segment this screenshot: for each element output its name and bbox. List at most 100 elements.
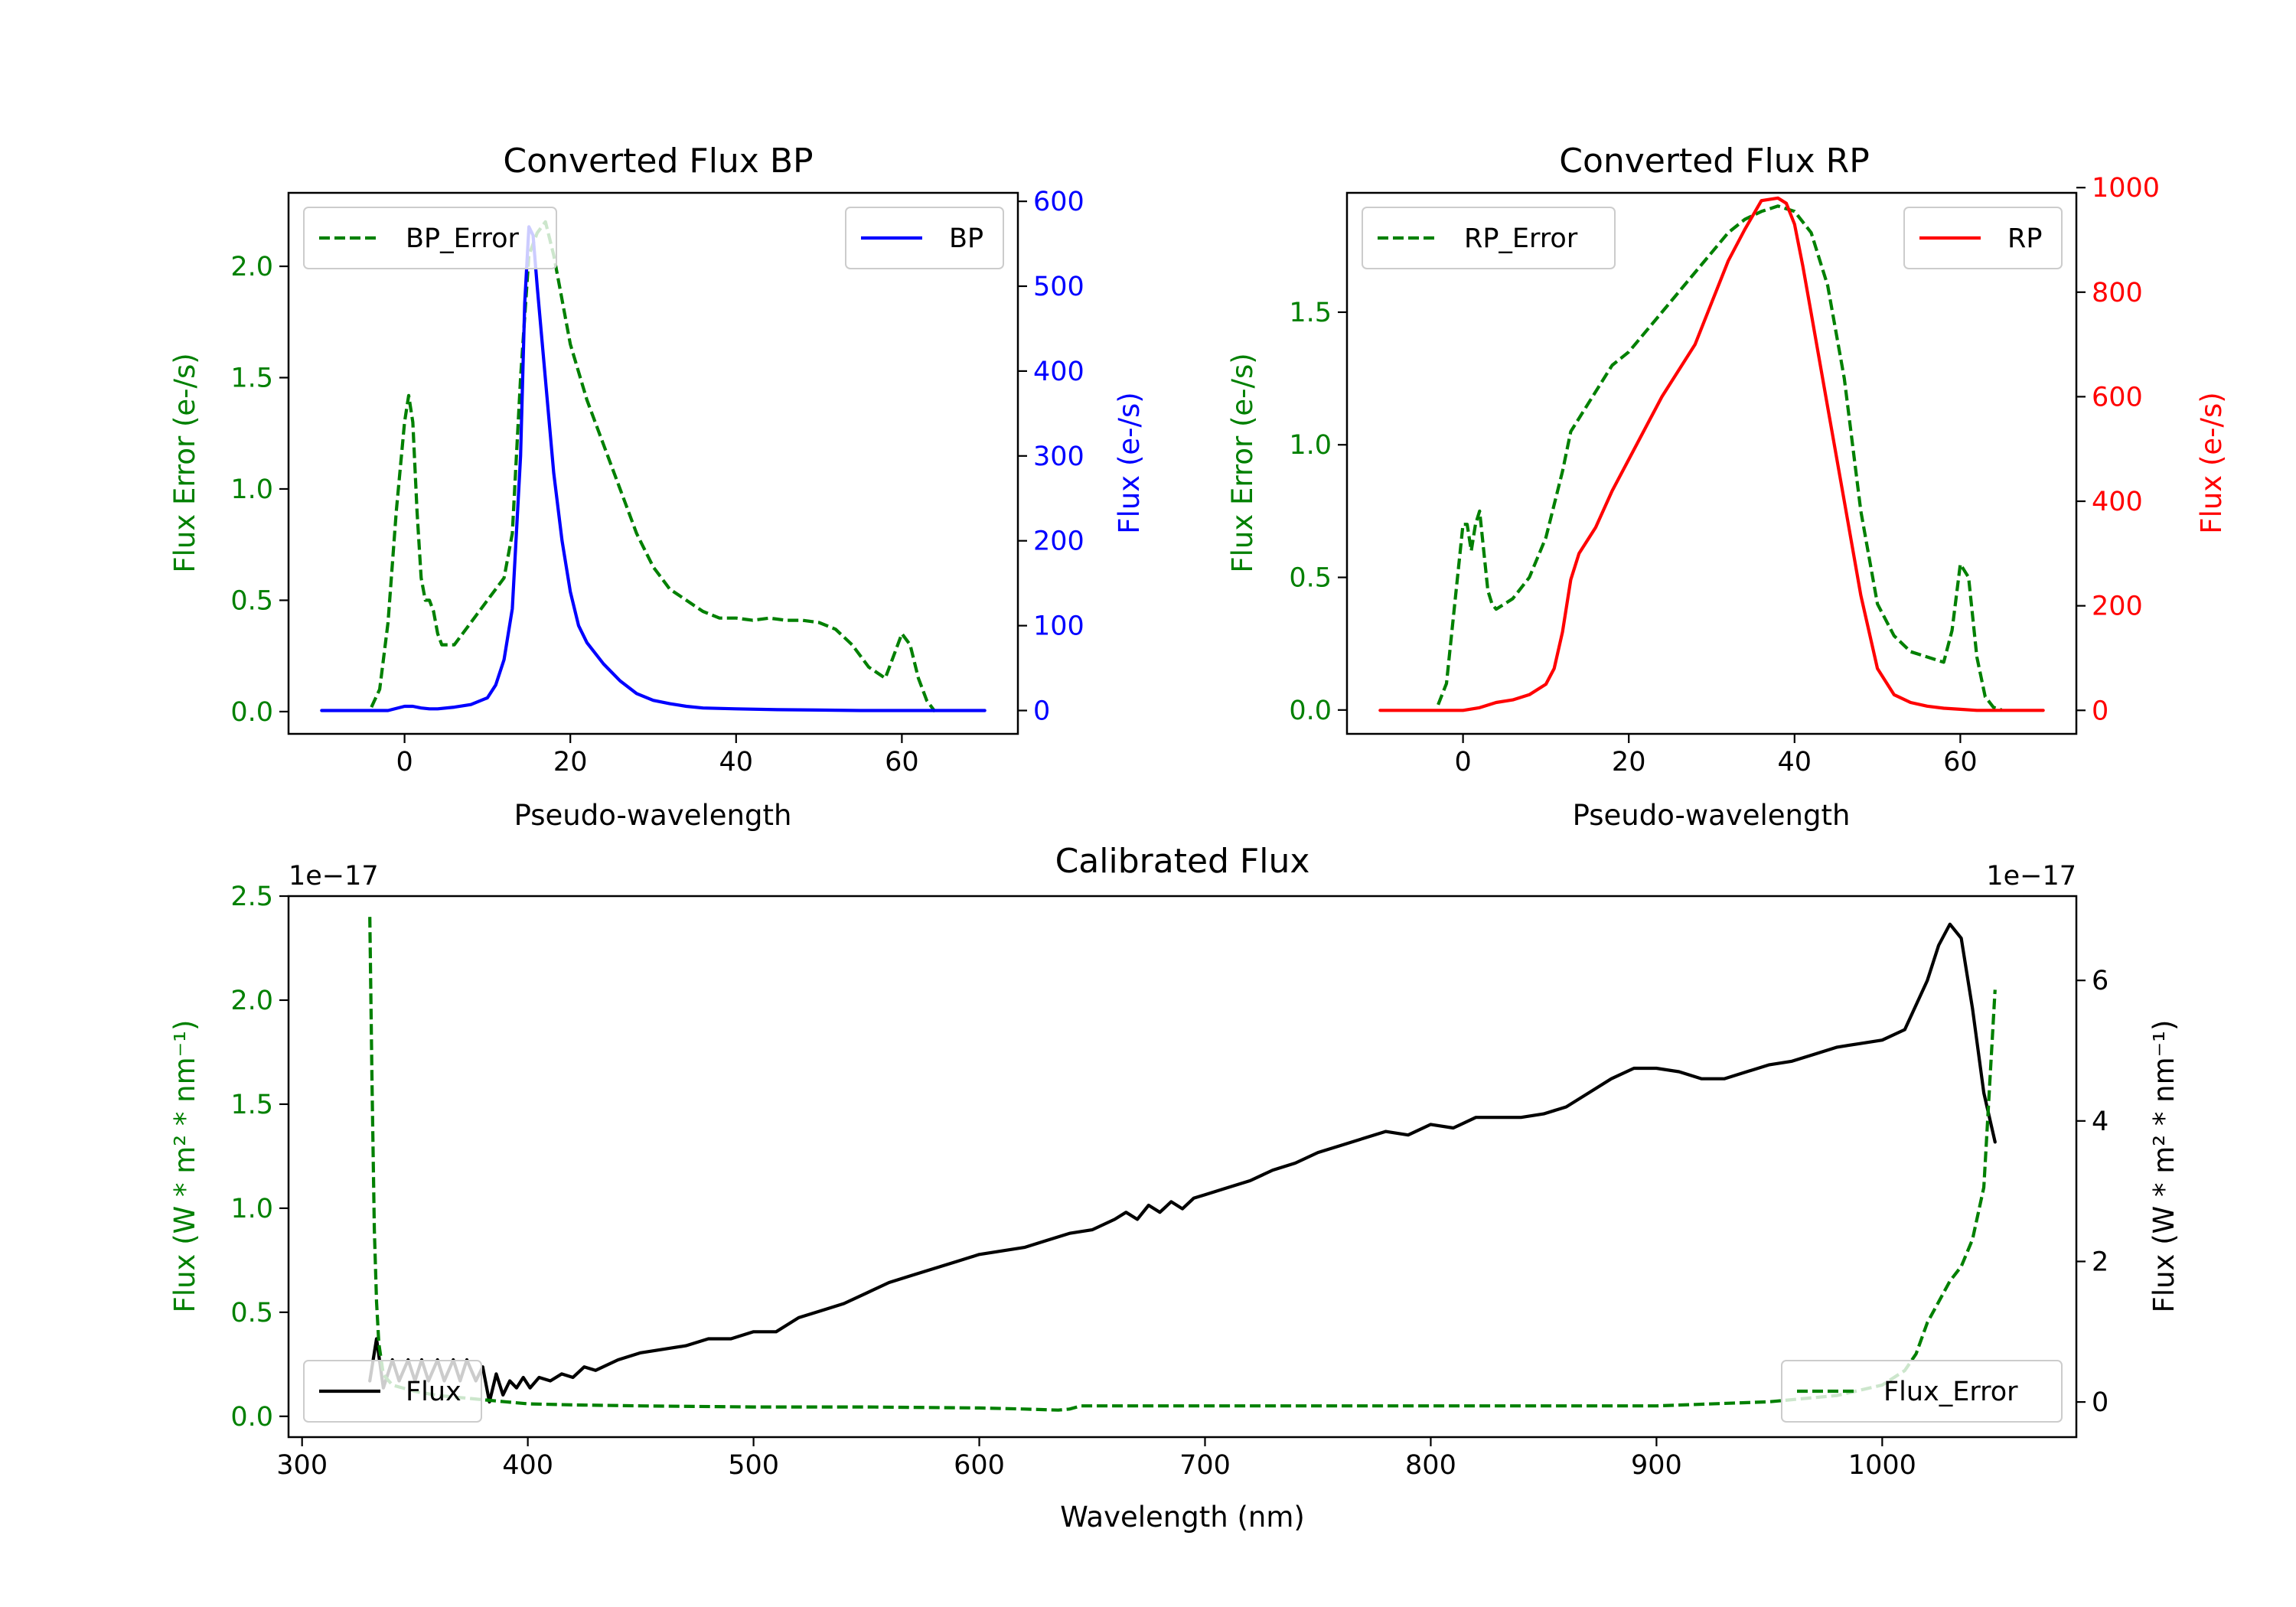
right-tick-label: 0 [2092,1387,2108,1418]
rp-error-series-line [1437,204,2003,712]
left-tick-label: 0.5 [230,585,273,616]
cal-right-y-label: Flux (W * m² * nm⁻¹) [2148,1020,2180,1313]
left-tick-label: 0.0 [1289,696,1332,726]
bp-error-series-line [370,220,937,713]
bp-x-label: Pseudo-wavelength [514,799,792,832]
bp-left-y-label: Flux Error (e-/s) [168,353,201,572]
bp-title: Converted Flux BP [503,142,813,181]
right-tick-label: 6 [2092,966,2108,996]
rp-title: Converted Flux RP [1559,142,1870,181]
rp-legend-flux-label: RP [2007,223,2042,254]
right-tick-label: 800 [2092,278,2143,308]
right-tick-label: 600 [1033,187,1084,217]
rp-plot-area [1378,196,2045,712]
rp-right-y-label: Flux (e-/s) [2195,392,2228,533]
flux-error-series-line [368,917,1997,1412]
left-tick-label: 2.5 [230,882,273,912]
x-tick-label: 40 [1778,747,1812,777]
bp-plot-area [320,220,987,713]
bp-x-axis: 0 20 40 60 [396,734,919,777]
cal-right-axis: 0 2 4 6 [2076,966,2108,1418]
right-tick-label: 0 [1033,696,1050,727]
left-tick-label: 0.0 [230,1402,273,1433]
right-tick-label: 4 [2092,1107,2108,1137]
cal-left-y-label: Flux (W * m² * nm⁻¹) [168,1020,201,1313]
cal-legend-flux: Flux [303,1360,482,1423]
left-tick-label: 1.5 [1289,298,1332,328]
flux-series-line [368,922,1997,1404]
cal-legend-flux-label: Flux [406,1377,461,1407]
bp-left-axis: 0.0 0.5 1.0 1.5 2.0 [230,252,289,728]
rp-x-label: Pseudo-wavelength [1573,799,1851,832]
bp-frame [287,191,1019,735]
rp-x-axis: 0 20 40 60 [1454,734,1978,777]
left-tick-label: 2.0 [230,986,273,1016]
rp-series-line [1378,196,2045,712]
rp-legend-flux: RP [1903,207,2063,269]
right-tick-label: 300 [1033,442,1084,472]
left-tick-label: 0.5 [1289,563,1332,594]
x-tick-label: 600 [954,1450,1005,1481]
cal-x-label: Wavelength (nm) [1060,1501,1305,1534]
left-tick-label: 2.0 [230,252,273,282]
rp-right-axis: 0 200 400 600 800 1000 [2076,173,2160,726]
cal-plot-area [368,917,1997,1412]
rp-left-axis: 0.0 0.5 1.0 1.5 [1289,298,1347,726]
x-tick-label: 500 [728,1450,779,1481]
cal-legend-error-box [1781,1360,2063,1423]
right-tick-label: 200 [2092,592,2143,622]
x-tick-label: 300 [276,1450,328,1481]
rp-panel: Converted Flux RP 0 20 40 60 0.0 0.5 1.0 1.5 0… [1226,142,2228,832]
bp-series-line [320,225,987,712]
cal-panel: Calibrated Flux 1e−17 1e−17 300 400 500 600… [168,842,2180,1534]
x-tick-label: 20 [553,747,588,777]
right-tick-label: 200 [1033,526,1084,557]
left-tick-label: 1.0 [230,1194,273,1224]
x-tick-label: 60 [885,747,919,777]
x-tick-label: 0 [396,747,413,777]
right-tick-label: 400 [1033,357,1084,387]
x-tick-label: 20 [1612,747,1646,777]
x-tick-label: 800 [1405,1450,1456,1481]
bp-legend-flux-label: BP [949,223,983,254]
bp-panel: Converted Flux BP 0 20 40 60 0.0 0.5 1.0 1.5 2.… [168,142,1146,832]
rp-frame [1345,191,2078,735]
left-tick-label: 1.0 [230,474,273,505]
left-tick-label: 0.0 [230,697,273,728]
rp-legend-error-box [1362,207,1616,269]
right-tick-label: 400 [2092,487,2143,517]
cal-frame [287,895,2078,1439]
bp-legend-error-label: BP_Error [406,223,520,254]
x-tick-label: 60 [1943,747,1978,777]
cal-left-axis: 0.0 0.5 1.0 1.5 2.0 2.5 [230,882,289,1433]
bp-right-y-label: Flux (e-/s) [1113,392,1146,533]
x-tick-label: 1000 [1848,1450,1916,1481]
cal-right-multiplier: 1e−17 [1986,861,2076,892]
cal-legend-flux-box [303,1360,482,1423]
cal-title: Calibrated Flux [1055,842,1310,881]
x-tick-label: 0 [1454,747,1471,777]
bp-legend-error: BP_Error [303,207,557,269]
left-tick-label: 0.5 [230,1298,273,1328]
rp-legend-error: RP_Error [1362,207,1616,269]
cal-legend-error: Flux_Error [1781,1360,2063,1423]
cal-left-multiplier: 1e−17 [289,861,379,892]
x-tick-label: 40 [719,747,754,777]
bp-legend-flux-box [845,207,1004,269]
right-tick-label: 600 [2092,382,2143,412]
x-tick-label: 900 [1631,1450,1682,1481]
rp-legend-flux-box [1903,207,2063,269]
bp-legend-flux: BP [845,207,1004,269]
right-tick-label: 0 [2092,696,2108,726]
right-tick-label: 1000 [2092,173,2160,204]
cal-legend-error-label: Flux_Error [1883,1377,2018,1407]
bp-right-axis: 0 100 200 300 400 500 600 [1018,187,1084,727]
right-tick-label: 2 [2092,1247,2108,1277]
rp-legend-error-label: RP_Error [1464,223,1578,254]
x-tick-label: 700 [1179,1450,1231,1481]
x-tick-label: 400 [502,1450,553,1481]
left-tick-label: 1.0 [1289,430,1332,461]
bp-legend-error-box [303,207,557,269]
right-tick-label: 500 [1033,272,1084,302]
